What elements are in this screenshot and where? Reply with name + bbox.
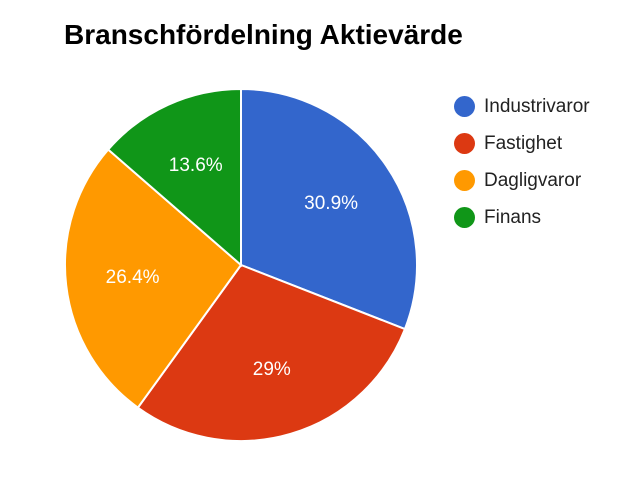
legend-item-finans[interactable]: Finans <box>454 199 590 236</box>
legend-label-fastighet: Fastighet <box>484 132 563 154</box>
legend-label-industrivaror: Industrivaror <box>484 95 590 117</box>
legend-swatch-finans <box>454 207 475 228</box>
pie-slice-dagligvaror[interactable] <box>64 148 243 410</box>
legend-label-dagligvaror: Dagligvaror <box>484 169 582 191</box>
pie-slice-finans[interactable] <box>106 87 242 268</box>
legend: Industrivaror Fastighet Dagligvaror Fina… <box>454 88 590 236</box>
legend-swatch-dagligvaror <box>454 170 475 191</box>
legend-swatch-industrivaror <box>454 96 475 117</box>
legend-label-finans: Finans <box>484 206 542 228</box>
pie-slice-fastighet[interactable] <box>136 263 407 442</box>
data-label-finans: 13.6% <box>169 155 223 176</box>
data-label-dagligvaror: 26.4% <box>106 267 160 288</box>
legend-item-fastighet[interactable]: Fastighet <box>454 125 590 162</box>
legend-item-industrivaror[interactable]: Industrivaror <box>454 88 590 125</box>
pie-slice-industrivaror[interactable] <box>240 87 418 331</box>
chart-title: Branschfördelning Aktievärde <box>64 19 463 50</box>
legend-swatch-fastighet <box>454 133 475 154</box>
data-label-fastighet: 29% <box>253 359 291 380</box>
legend-item-dagligvaror[interactable]: Dagligvaror <box>454 162 590 199</box>
data-label-industrivaror: 30.9% <box>304 193 358 214</box>
